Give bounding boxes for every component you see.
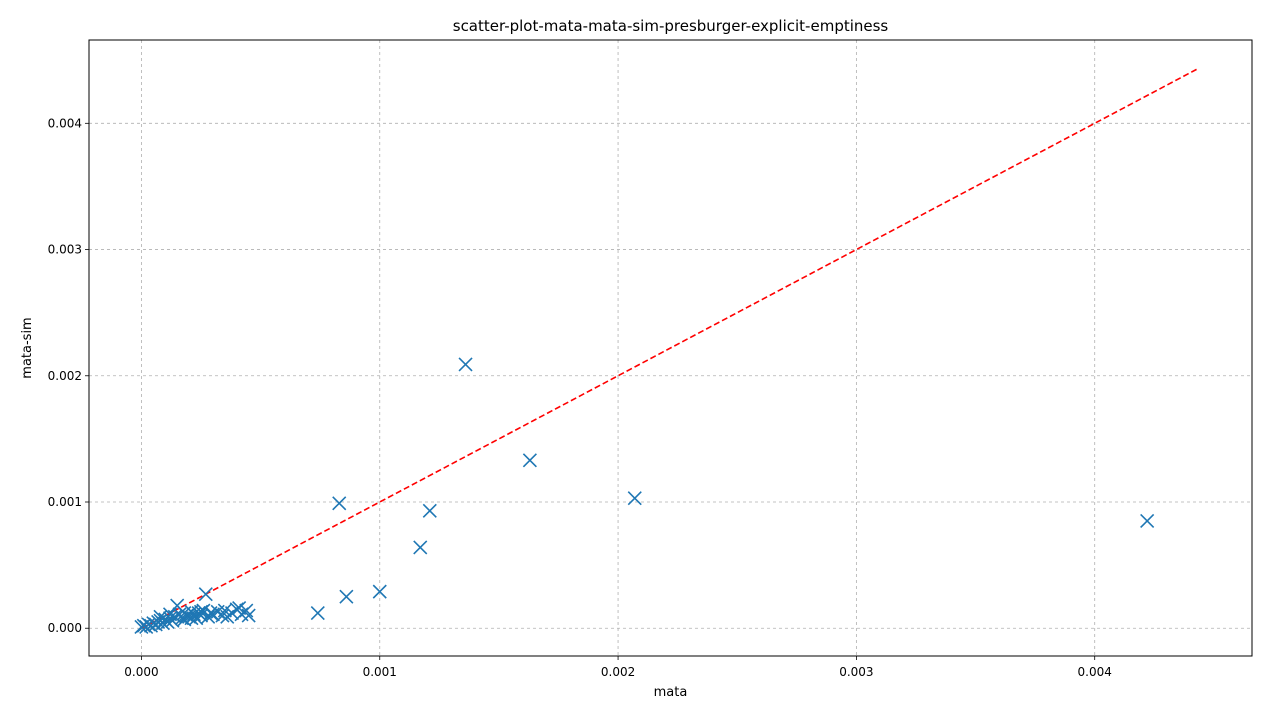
y-axis-label: mata-sim (20, 317, 35, 378)
y-tick-label: 0.004 (48, 116, 82, 130)
data-point-marker (160, 614, 175, 629)
x-tick-label: 0.003 (839, 665, 873, 679)
data-point-marker (193, 604, 209, 619)
data-point-marker (241, 608, 256, 623)
data-point-marker (372, 584, 387, 599)
data-point-marker (198, 587, 213, 602)
x-tick-label: 0.001 (363, 665, 397, 679)
x-tick-label: 0.004 (1078, 665, 1112, 679)
data-point-marker (162, 607, 178, 622)
reference-line-layer (141, 68, 1198, 629)
chart-title: scatter-plot-mata-mata-sim-presburger-ex… (453, 17, 889, 35)
grid-layer (89, 40, 1252, 656)
data-point-marker (310, 606, 325, 621)
data-point-marker (215, 608, 230, 623)
y-tick-label: 0.000 (48, 621, 82, 635)
x-tick-label: 0.000 (124, 665, 158, 679)
tick-layer: 0.000 0.001 0.002 0.003 0.004 0.000 0.001 0.002… (48, 116, 1112, 679)
data-point-marker (1140, 513, 1155, 528)
data-point-marker (458, 357, 473, 372)
data-point-marker (153, 609, 168, 624)
data-point-marker (332, 496, 347, 511)
data-point-marker (339, 589, 354, 604)
data-points-layer (134, 357, 1155, 635)
plot-frame (88, 39, 1253, 657)
x-tick-label: 0.002 (601, 665, 635, 679)
data-point-marker (201, 609, 216, 624)
data-point-marker (232, 600, 247, 616)
data-point-marker (522, 453, 537, 468)
y-tick-label: 0.001 (48, 495, 82, 509)
data-point-marker (422, 503, 437, 518)
data-point-marker (413, 540, 428, 555)
y-tick-label: 0.002 (48, 369, 82, 383)
reference-diagonal-line (141, 68, 1198, 629)
data-point-marker (217, 603, 232, 618)
data-point-marker (184, 611, 199, 626)
x-axis-label: mata (654, 685, 688, 700)
y-tick-label: 0.003 (48, 243, 82, 257)
data-point-marker (627, 491, 642, 506)
